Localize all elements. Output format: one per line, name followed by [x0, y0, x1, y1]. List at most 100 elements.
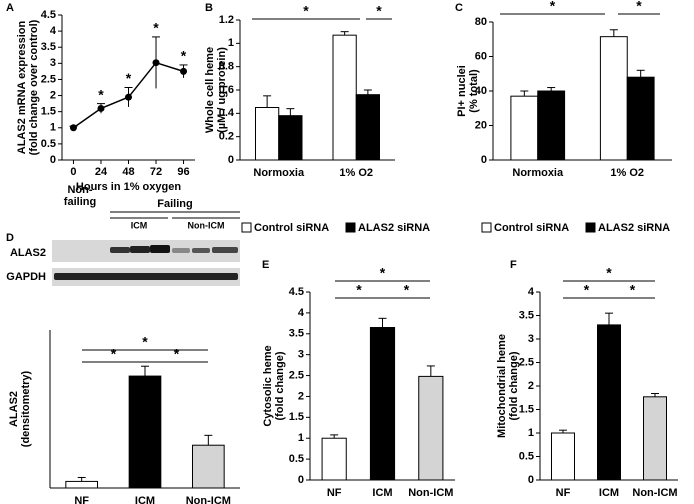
y-tick-label: 2.5: [519, 356, 534, 368]
y-axis-label: ALAS2: [8, 391, 20, 427]
y-tick-label: 3.5: [289, 328, 304, 340]
x-tick-label: 48: [122, 166, 134, 178]
y-tick-label: 3.5: [41, 41, 56, 53]
y-tick-label: 1: [228, 37, 234, 49]
x-tick-label: NF: [327, 487, 342, 499]
bar: [369, 327, 396, 481]
bar: [255, 107, 280, 161]
point: [152, 59, 160, 67]
x-tick-label: NF: [556, 487, 571, 499]
y-tick-label: 1.2: [219, 14, 234, 26]
x-tick-label: 1% O2: [339, 167, 373, 179]
panel-label: D: [6, 232, 14, 244]
x-tick-label: 72: [150, 166, 162, 178]
legend-swatch: [585, 222, 596, 233]
x-tick-label: ICM: [599, 487, 619, 499]
bar: [599, 36, 628, 161]
bar: [551, 432, 575, 481]
significance: *: [174, 346, 180, 362]
bar: [321, 437, 347, 481]
y-tick-label: 0.5: [519, 450, 534, 462]
significance: *: [153, 20, 159, 36]
western-blot: [52, 211, 240, 286]
y-axis-label: (% total): [468, 69, 480, 113]
y-tick-label: 0: [298, 474, 304, 486]
significance: *: [111, 346, 117, 362]
blot-group: failing: [64, 196, 96, 208]
point: [180, 67, 188, 75]
band: [212, 247, 238, 253]
x-tick-label: Non-ICM: [632, 487, 677, 499]
y-axis-label: (fold change over control): [28, 19, 40, 155]
y-tick-label: 1.5: [519, 403, 534, 415]
x-tick-label: 1% O2: [610, 167, 644, 179]
y-axis-label: (fold change): [508, 351, 520, 420]
panel-label: A: [6, 2, 14, 14]
y-tick-label: 4: [298, 307, 305, 319]
y-tick-label: 40: [475, 85, 487, 97]
y-tick-label: 0.2: [219, 131, 234, 143]
y-tick-label: 20: [475, 119, 487, 131]
significance: *: [550, 0, 556, 14]
band: [172, 248, 190, 253]
y-tick-label: 80: [475, 16, 487, 28]
y-tick-label: 1.5: [289, 411, 304, 423]
y-axis-label: (fold change): [274, 351, 286, 420]
x-tick-label: 24: [95, 166, 108, 178]
significance: *: [404, 282, 410, 298]
point: [97, 104, 105, 112]
significance: *: [636, 0, 642, 14]
x-tick-label: Normoxia: [253, 167, 305, 179]
y-tick-label: 3: [528, 333, 534, 345]
significance: *: [356, 282, 362, 298]
band: [110, 247, 130, 253]
x-tick-label: Non-ICM: [408, 487, 453, 499]
significance: *: [181, 48, 187, 64]
point: [125, 93, 132, 101]
bar: [510, 95, 539, 161]
band: [130, 246, 150, 253]
bar: [643, 396, 667, 481]
panel-label: F: [510, 259, 517, 271]
y-axis-label: (µM / ug protein): [216, 47, 228, 133]
y-tick-label: 60: [475, 50, 487, 62]
x-tick-label: 0: [70, 166, 76, 178]
y-tick-label: 4.5: [41, 9, 56, 21]
band: [192, 248, 210, 253]
blot-group: Failing: [157, 198, 192, 210]
blot-row: ALAS2: [10, 247, 46, 259]
x-tick-label: Non-ICM: [186, 495, 231, 504]
y-tick-label: 1: [528, 427, 534, 439]
significance: *: [376, 3, 382, 19]
y-axis-label: PI+ nuclei: [456, 65, 468, 117]
y-axis-label: (densitometry): [20, 370, 32, 447]
y-tick-label: 2: [528, 380, 534, 392]
bar: [418, 375, 444, 481]
y-tick-label: 1.5: [41, 106, 56, 118]
blot-subgroup: ICM: [131, 220, 148, 230]
legend-label: ALAS2 siRNA: [598, 222, 670, 234]
y-axis-label: Cytosolic heme: [262, 345, 274, 426]
y-tick-label: 3: [50, 57, 56, 69]
bar: [128, 375, 162, 489]
bar: [537, 90, 566, 161]
y-tick-label: 1: [50, 122, 56, 134]
y-tick-label: 0.5: [289, 453, 304, 465]
bar: [355, 94, 380, 161]
panel-label: C: [455, 2, 463, 14]
x-tick-label: ICM: [135, 495, 155, 504]
significance: *: [303, 3, 309, 19]
y-tick-label: 0.8: [219, 61, 234, 73]
y-tick-label: 2: [298, 390, 304, 402]
y-tick-label: 3.5: [519, 309, 534, 321]
significance: *: [606, 265, 612, 281]
x-tick-label: 96: [177, 166, 189, 178]
bar: [597, 324, 621, 481]
y-tick-label: 0.5: [41, 138, 56, 150]
significance: *: [126, 70, 132, 86]
point: [69, 124, 77, 132]
legend-swatch: [481, 222, 492, 233]
bar: [626, 76, 655, 161]
significance: *: [630, 282, 636, 298]
